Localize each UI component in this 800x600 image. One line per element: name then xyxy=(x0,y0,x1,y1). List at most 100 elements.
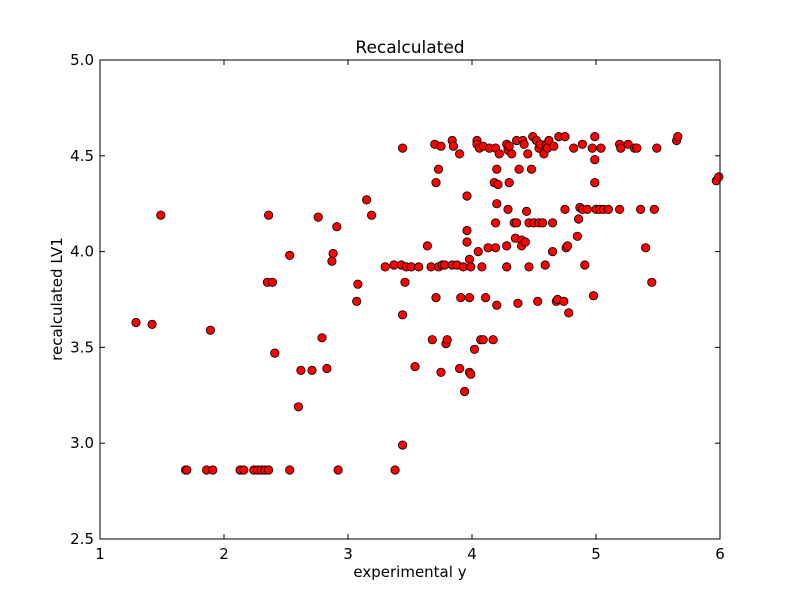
data-point-159 xyxy=(590,155,600,165)
data-point-24 xyxy=(313,212,323,222)
data-point-147 xyxy=(562,241,573,251)
data-point-172 xyxy=(632,143,642,153)
data-point-19 xyxy=(285,250,295,260)
data-point-110 xyxy=(511,218,522,228)
data-point-35 xyxy=(380,262,390,272)
data-point-21 xyxy=(293,402,303,412)
x-tick-label-2: 3 xyxy=(343,545,353,563)
data-point-144 xyxy=(560,204,570,214)
y-axis-label: recalculated LV1 xyxy=(48,237,66,361)
data-point-39 xyxy=(397,440,408,450)
data-point-160 xyxy=(590,178,600,188)
x-tick-label-3: 4 xyxy=(467,545,477,563)
data-point-84 xyxy=(477,262,487,272)
data-point-33 xyxy=(361,195,372,205)
data-point-158 xyxy=(588,291,599,301)
data-point-156 xyxy=(582,204,592,214)
data-point-2 xyxy=(156,210,166,220)
data-point-26 xyxy=(322,363,332,374)
y-tick-label-3: 4.0 xyxy=(70,243,94,261)
data-point-7 xyxy=(208,465,218,475)
data-point-127 xyxy=(533,296,543,306)
y-tick-label-2: 3.5 xyxy=(70,338,94,356)
data-point-41 xyxy=(397,143,408,153)
x-tick-label-5: 6 xyxy=(715,545,725,563)
data-point-154 xyxy=(577,139,588,149)
data-point-169 xyxy=(616,143,626,153)
x-tick-label-0: 1 xyxy=(95,545,105,563)
data-point-20 xyxy=(285,465,295,475)
data-point-112 xyxy=(513,298,523,308)
data-point-167 xyxy=(614,204,625,214)
data-point-69 xyxy=(459,386,470,397)
data-point-51 xyxy=(431,292,441,303)
data-point-138 xyxy=(547,247,558,257)
data-point-117 xyxy=(519,139,529,149)
data-point-14 xyxy=(263,465,274,475)
data-point-27 xyxy=(327,256,337,266)
data-point-1 xyxy=(147,319,157,329)
data-point-29 xyxy=(332,222,342,232)
data-point-28 xyxy=(328,248,338,259)
data-point-0 xyxy=(131,317,141,328)
data-point-9 xyxy=(239,465,249,475)
data-point-40 xyxy=(397,310,408,320)
data-point-181 xyxy=(714,172,724,182)
data-point-42 xyxy=(400,277,410,287)
data-point-119 xyxy=(521,206,532,216)
data-point-37 xyxy=(390,465,400,475)
data-point-166 xyxy=(603,204,614,214)
data-point-99 xyxy=(494,149,504,159)
data-point-63 xyxy=(448,141,458,151)
data-point-47 xyxy=(422,241,432,251)
data-point-30 xyxy=(333,465,343,475)
data-point-150 xyxy=(572,231,583,241)
data-point-104 xyxy=(503,204,513,214)
data-point-70 xyxy=(462,191,472,201)
data-point-56 xyxy=(436,141,446,151)
data-point-4 xyxy=(182,465,192,475)
data-point-113 xyxy=(514,164,524,174)
data-point-174 xyxy=(640,243,651,253)
axis-ticks: 1 2 3 4 5 6 2.5 3.0 3.5 4.0 4.5 5.0 xyxy=(70,51,725,563)
data-point-95 xyxy=(492,300,502,310)
data-point-25 xyxy=(317,333,327,343)
data-point-22 xyxy=(296,365,306,375)
data-point-96 xyxy=(492,199,502,209)
data-point-55 xyxy=(436,367,446,377)
data-point-6 xyxy=(205,325,215,335)
plot-marks xyxy=(131,132,724,475)
data-point-65 xyxy=(454,363,465,374)
x-tick-label-1: 2 xyxy=(219,545,229,563)
data-point-173 xyxy=(635,204,646,214)
data-point-86 xyxy=(478,335,488,345)
data-point-179 xyxy=(673,132,683,142)
data-point-176 xyxy=(649,204,659,214)
data-point-73 xyxy=(464,292,475,303)
data-point-149 xyxy=(569,143,579,153)
data-point-34 xyxy=(366,210,377,220)
data-point-175 xyxy=(647,277,657,287)
data-point-72 xyxy=(462,237,472,247)
data-point-139 xyxy=(549,141,559,151)
data-point-133 xyxy=(540,260,550,270)
data-point-106 xyxy=(504,141,514,151)
data-point-101 xyxy=(502,241,512,251)
data-point-155 xyxy=(580,260,590,270)
data-point-81 xyxy=(473,247,483,257)
data-point-120 xyxy=(523,149,533,159)
data-point-52 xyxy=(431,178,441,188)
data-point-78 xyxy=(469,344,480,354)
x-tick-label-4: 5 xyxy=(591,545,601,563)
data-point-107 xyxy=(507,149,517,159)
data-point-105 xyxy=(504,178,514,188)
data-point-151 xyxy=(573,214,584,224)
data-point-94 xyxy=(490,243,501,253)
data-point-90 xyxy=(488,335,498,345)
data-point-60 xyxy=(442,335,452,345)
data-point-16 xyxy=(263,210,274,220)
data-point-143 xyxy=(559,296,569,306)
data-point-157 xyxy=(587,143,597,153)
